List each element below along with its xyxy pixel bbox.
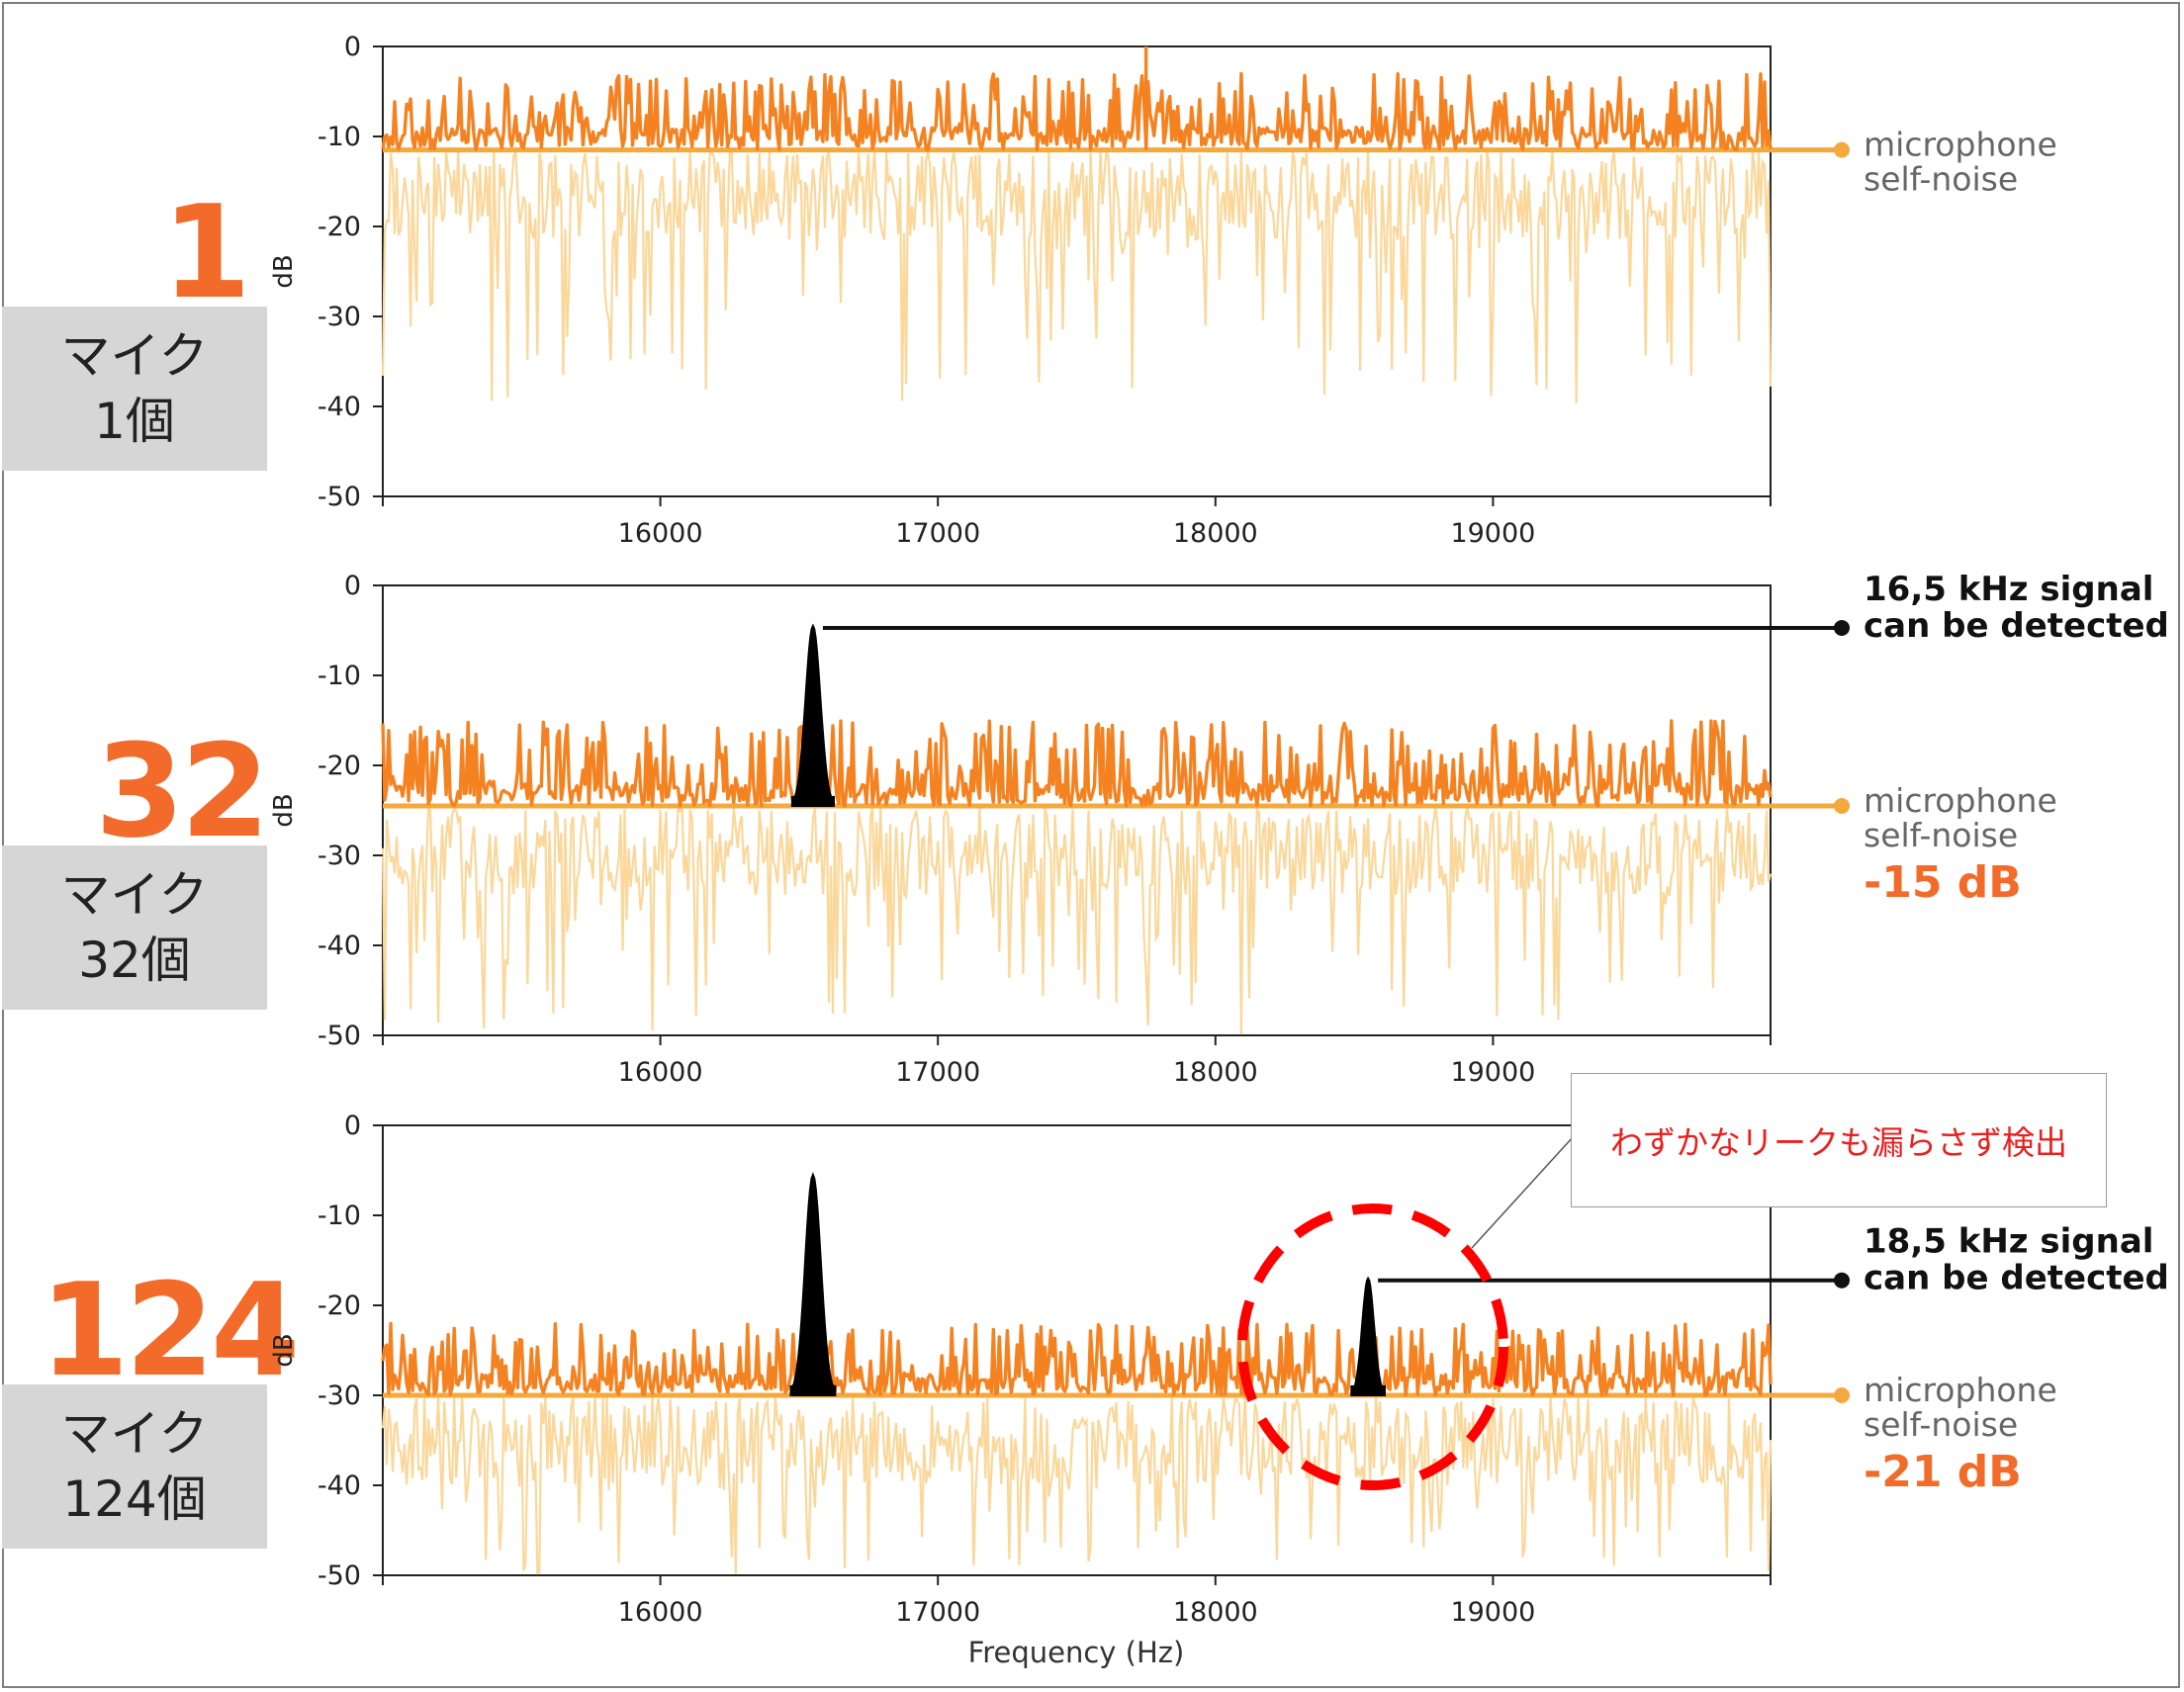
self-noise-label: microphone — [1864, 781, 2057, 820]
callout-connector — [1471, 1136, 1574, 1249]
x-tick-label: 18000 — [1173, 1597, 1258, 1628]
y-tick-label: -10 — [318, 122, 361, 152]
spectrum-light-series — [381, 803, 1773, 1034]
y-tick-label: -30 — [318, 1380, 361, 1411]
x-tick-label: 17000 — [895, 518, 980, 549]
mic-label-line1: マイク — [60, 866, 209, 924]
x-tick-label: 18000 — [1173, 518, 1258, 549]
y-tick-label: 0 — [344, 1111, 361, 1141]
x-tick-label: 16000 — [618, 1057, 703, 1088]
noise-reduction-value: -21 dB — [1864, 1447, 2022, 1497]
spectrum-dark-series — [381, 1321, 1773, 1397]
self-noise-label: self-noise — [1864, 816, 2018, 854]
mic-count-32: 32 — [95, 716, 270, 866]
signal-label: can be detected — [1864, 1259, 2169, 1298]
signal-peak — [789, 1172, 837, 1396]
mic-label-line2: 1個 — [94, 393, 175, 450]
spectrum-dark-series — [381, 719, 1773, 808]
y-tick-label: -20 — [318, 212, 361, 242]
x-tick-label: 16000 — [618, 1597, 703, 1628]
plot-frame — [382, 584, 1772, 1036]
spectrum-light-series — [381, 1395, 1773, 1575]
signal-peak — [790, 623, 836, 807]
mic-label-line2: 124個 — [62, 1470, 207, 1528]
callout-text: わずかなリークも漏らさず検出 — [1610, 1123, 2067, 1162]
mic-label-box-124: マイク 124個 — [2, 1384, 267, 1549]
callout-box: わずかなリークも漏らさず検出 — [1571, 1073, 2107, 1207]
spectrum-dark-series — [381, 71, 1773, 152]
y-tick-label: -40 — [318, 931, 361, 961]
x-tick-label: 17000 — [895, 1597, 980, 1628]
y-tick-label: -50 — [318, 1021, 361, 1051]
y-tick-label: -40 — [318, 1470, 361, 1501]
signal-pointer-dot — [1834, 619, 1850, 636]
y-tick-label: -30 — [318, 302, 361, 332]
noise-reduction-value: -15 dB — [1864, 857, 2022, 908]
y-tick-label: -50 — [318, 482, 361, 512]
highlight-circle — [1237, 1203, 1508, 1490]
mic-count-1: 1 — [161, 177, 251, 327]
self-noise-dot — [1834, 141, 1850, 158]
x-tick-label: 19000 — [1450, 1597, 1535, 1628]
y-tick-label: -50 — [318, 1560, 361, 1591]
spectrum-light-series — [381, 147, 1773, 403]
chart-panel-3: 0 -10 -20 -30 -40 -50 16000 17000 18000 19000 dB mi… — [269, 1111, 2169, 1628]
mic-label-line1: マイク — [60, 327, 209, 385]
y-tick-label: -30 — [318, 841, 361, 871]
y-tick-label: -10 — [318, 1201, 361, 1231]
y-tick-label: -20 — [318, 751, 361, 781]
x-tick-label: 19000 — [1450, 1057, 1535, 1088]
self-noise-dot — [1834, 797, 1850, 814]
x-tick-label: 18000 — [1173, 1057, 1258, 1088]
y-axis-label: dB — [269, 793, 299, 827]
y-tick-label: -10 — [318, 661, 361, 691]
signal-pointer-dot — [1834, 1272, 1850, 1289]
y-tick-label: -20 — [318, 1291, 361, 1321]
self-noise-label: self-noise — [1864, 160, 2018, 199]
mic-label-line1: マイク — [60, 1405, 209, 1463]
self-noise-label: microphone — [1864, 126, 2057, 164]
self-noise-dot — [1834, 1387, 1850, 1403]
signal-label: 18,5 kHz signal — [1864, 1222, 2153, 1262]
x-tick-label: 19000 — [1450, 518, 1535, 549]
signal-label: can be detected — [1864, 606, 2169, 646]
x-tick-label: 17000 — [895, 1057, 980, 1088]
y-tick-label: 0 — [344, 32, 361, 62]
signal-label: 16,5 kHz signal — [1864, 570, 2153, 609]
self-noise-label: microphone — [1864, 1371, 2057, 1409]
y-tick-label: -40 — [318, 392, 361, 422]
mic-label-box-1: マイク 1個 — [2, 307, 267, 471]
y-axis-label: dB — [269, 1333, 299, 1367]
signal-peak — [1350, 1276, 1387, 1396]
x-tick-label: 16000 — [618, 518, 703, 549]
x-axis-title: Frequency (Hz) — [968, 1636, 1185, 1669]
self-noise-label: self-noise — [1864, 1405, 2018, 1444]
chart-panel-2: 0 -10 -20 -30 -40 -50 16000 17000 18000 19000 dB mi… — [269, 570, 2169, 1088]
y-tick-label: 0 — [344, 571, 361, 601]
y-axis-label: dB — [269, 254, 299, 288]
chart-panel-1: 0 -10 -20 -30 -40 -50 16000 17000 18000 19000 dB mi… — [269, 32, 2057, 549]
mic-label-line2: 32個 — [78, 932, 191, 989]
mic-label-box-32: マイク 32個 — [2, 846, 267, 1010]
